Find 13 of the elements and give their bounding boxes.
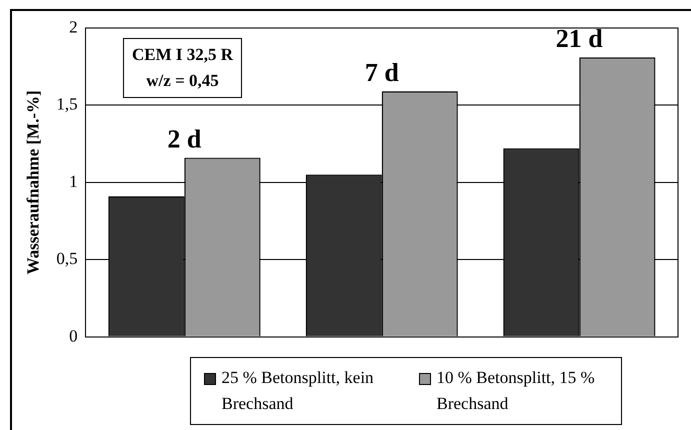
x-tick-label: 2 d	[167, 124, 202, 154]
y-tick-label: 2	[69, 17, 78, 36]
annotation: w/z = 0,45	[145, 70, 220, 92]
y-tick-label: 1	[69, 172, 78, 191]
y-tick-label: 1,5	[56, 94, 78, 114]
legend-label: 10 % Betonsplitt, 15 % Brechsand	[436, 367, 596, 415]
y-axis-title: Wasseraufnahme [M.-%]	[24, 90, 43, 274]
x-tick-label: 21 d	[556, 24, 604, 54]
legend-label: 25 % Betonsplitt, kein Brechsand	[222, 367, 375, 415]
y-tick-label: 0	[69, 326, 78, 346]
x-tick-label: 7 d	[364, 58, 400, 88]
annotation: CEM I 32,5 R	[132, 44, 234, 66]
y-tick-label: 0,5	[56, 249, 78, 268]
